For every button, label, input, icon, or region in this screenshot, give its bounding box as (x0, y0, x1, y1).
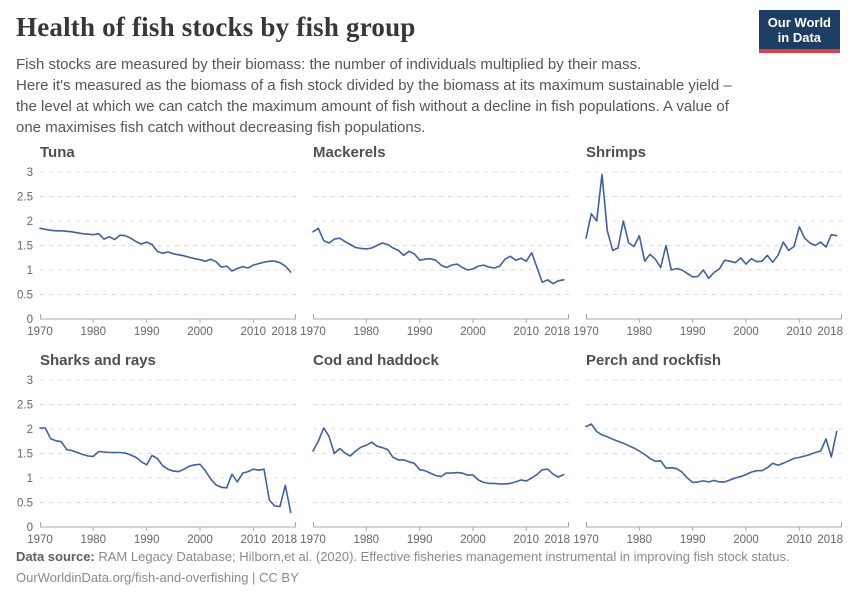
svg-text:2010: 2010 (787, 534, 813, 546)
chart-footer: Data source: RAM Legacy Database; Hilbor… (16, 546, 790, 588)
chart-plot-shrimps: 1970 1980 1990 2000 2010 2018 (573, 171, 843, 338)
svg-text:1970: 1970 (573, 534, 599, 546)
svg-text:0.5: 0.5 (17, 498, 33, 510)
svg-text:2018: 2018 (544, 534, 570, 546)
svg-text:1980: 1980 (627, 326, 653, 338)
svg-text:1980: 1980 (81, 534, 107, 546)
owid-logo-line2: in Data (777, 30, 822, 45)
data-source-label: Data source: (16, 549, 95, 564)
chart-grid: Tuna 0 0.5 1 1.5 2 2.5 3 1970 1980 1990 2000 2010 20… (8, 144, 850, 552)
chart-title-mackerels: Mackerels (313, 144, 386, 161)
page-title: Health of fish stocks by fish group (16, 12, 416, 42)
chart-header: Health of fish stocks by fish group Our … (0, 0, 850, 138)
svg-text:2.5: 2.5 (17, 192, 33, 204)
svg-text:3: 3 (27, 167, 33, 179)
svg-text:2018: 2018 (817, 326, 843, 338)
data-source-text: RAM Legacy Database; Hilborn,et al. (202… (98, 549, 790, 564)
svg-text:3: 3 (27, 375, 33, 387)
chart-title-tuna: Tuna (40, 144, 75, 161)
chart-tuna: Tuna 0 0.5 1 1.5 2 2.5 3 1970 1980 1990 2000 2010 20… (8, 144, 300, 344)
svg-text:1980: 1980 (627, 534, 653, 546)
subtitle-line-4: one maximises fish catch without decreas… (16, 119, 426, 136)
owid-logo-line1: Our World (767, 15, 831, 30)
svg-text:0.5: 0.5 (17, 290, 33, 302)
subtitle-line-3: the level at which we can catch the maxi… (16, 98, 729, 115)
chart-plot-tuna: 0 0.5 1 1.5 2 2.5 3 1970 1980 1990 2000 2010 2018 (17, 167, 297, 338)
chart-subtitle: Fish stocks are measured by their biomas… (16, 54, 834, 138)
svg-text:2010: 2010 (514, 534, 540, 546)
svg-text:1: 1 (27, 473, 33, 485)
chart-cod-and-haddock: Cod and haddock 1970 1980 1990 2000 2010 2018 (300, 352, 573, 552)
svg-text:2: 2 (27, 424, 33, 436)
chart-shrimps: Shrimps 1970 1980 1990 2000 2010 2018 (573, 144, 846, 344)
svg-text:1990: 1990 (680, 326, 706, 338)
svg-text:1990: 1990 (134, 326, 160, 338)
data-source-line: Data source: RAM Legacy Database; Hilbor… (16, 546, 790, 567)
chart-title-shrimps: Shrimps (586, 144, 647, 161)
chart-sharks-and-rays: Sharks and rays 0 0.5 1 1.5 2 2.5 3 1970 1980 199… (8, 352, 300, 552)
svg-text:1980: 1980 (354, 534, 380, 546)
chart-perch-and-rockfish: Perch and rockfish 1970 1980 1990 2000 2010 2… (573, 352, 846, 552)
subtitle-line-2: Here it's measured as the biomass of a f… (16, 77, 732, 94)
svg-text:1970: 1970 (300, 534, 326, 546)
svg-text:0: 0 (27, 314, 33, 326)
svg-text:2018: 2018 (817, 534, 843, 546)
chart-plot-sharks-and-rays: 0 0.5 1 1.5 2 2.5 3 1970 1980 1990 2000 2010 2018 (17, 375, 297, 546)
svg-text:1980: 1980 (354, 326, 380, 338)
svg-text:2010: 2010 (787, 326, 813, 338)
svg-text:2018: 2018 (271, 534, 297, 546)
svg-text:2000: 2000 (460, 326, 486, 338)
svg-text:1990: 1990 (407, 326, 433, 338)
svg-text:2000: 2000 (187, 534, 213, 546)
svg-text:2: 2 (27, 216, 33, 228)
svg-text:0: 0 (27, 522, 33, 534)
svg-text:2010: 2010 (514, 326, 540, 338)
chart-title-cod-and-haddock: Cod and haddock (313, 352, 439, 369)
svg-text:2.5: 2.5 (17, 400, 33, 412)
svg-text:1990: 1990 (680, 534, 706, 546)
svg-text:2018: 2018 (271, 326, 297, 338)
svg-text:2000: 2000 (460, 534, 486, 546)
svg-text:2000: 2000 (733, 326, 759, 338)
svg-text:1.5: 1.5 (17, 241, 33, 253)
subtitle-line-1: Fish stocks are measured by their biomas… (16, 56, 642, 73)
svg-text:1.5: 1.5 (17, 449, 33, 461)
chart-plot-cod-and-haddock: 1970 1980 1990 2000 2010 2018 (300, 379, 570, 546)
svg-text:1970: 1970 (27, 326, 53, 338)
chart-plot-mackerels: 1970 1980 1990 2000 2010 2018 (300, 171, 570, 338)
chart-plot-perch-and-rockfish: 1970 1980 1990 2000 2010 2018 (573, 379, 843, 546)
svg-text:2010: 2010 (241, 534, 267, 546)
svg-text:1970: 1970 (27, 534, 53, 546)
svg-text:1970: 1970 (573, 326, 599, 338)
svg-text:2010: 2010 (241, 326, 267, 338)
svg-text:1980: 1980 (81, 326, 107, 338)
license-line: OurWorldinData.org/fish-and-overfishing … (16, 570, 299, 585)
svg-text:1: 1 (27, 265, 33, 277)
svg-text:1990: 1990 (134, 534, 160, 546)
svg-text:1970: 1970 (300, 326, 326, 338)
chart-title-sharks-and-rays: Sharks and rays (40, 352, 156, 369)
svg-text:2000: 2000 (733, 534, 759, 546)
chart-title-perch-and-rockfish: Perch and rockfish (586, 352, 722, 369)
svg-text:2000: 2000 (187, 326, 213, 338)
chart-mackerels: Mackerels 1970 1980 1990 2000 2010 2018 (300, 144, 573, 344)
svg-text:1990: 1990 (407, 534, 433, 546)
svg-text:2018: 2018 (544, 326, 570, 338)
owid-logo: Our World in Data (758, 10, 840, 53)
